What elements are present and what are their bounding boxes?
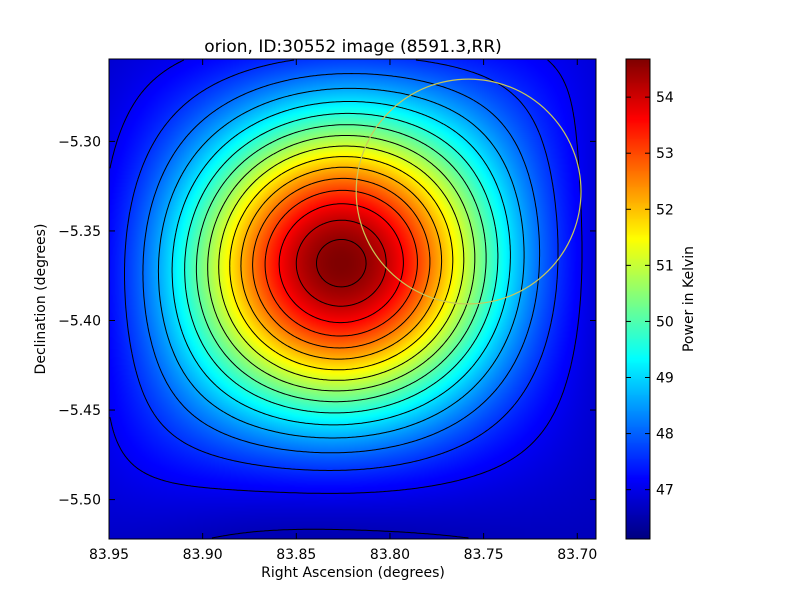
contour-line	[195, 124, 487, 403]
x-tick-label: 83.75	[464, 547, 504, 563]
x-tick-label: 83.95	[89, 547, 129, 563]
y-tick-label: −5.30	[58, 134, 101, 150]
colorbar-ticks: 47 48 49 50 51 52 53 54	[626, 90, 674, 499]
contour-line	[157, 87, 525, 439]
contour-line	[142, 73, 541, 454]
colorbar-tick-label: 48	[656, 427, 674, 443]
contour-line	[124, 59, 559, 471]
contour-line	[252, 177, 431, 349]
x-tick-label: 83.70	[557, 547, 597, 563]
x-tick-label: 83.85	[276, 547, 316, 563]
colorbar-label: Power in Kelvin	[681, 246, 697, 352]
y-axis-label: Declination (degrees)	[33, 224, 49, 375]
colorbar-tick-label: 54	[656, 90, 674, 106]
contour-line	[171, 101, 511, 426]
y-tick-label: −5.45	[58, 403, 101, 419]
colorbar-tick-label: 47	[656, 483, 674, 499]
contour-line	[278, 203, 404, 324]
y-tick-label: −5.35	[58, 224, 101, 240]
contour-line	[207, 135, 476, 392]
colorbar-tick-label: 52	[656, 202, 674, 218]
contour-line	[218, 145, 465, 381]
contour-line	[229, 156, 454, 371]
contour-line	[184, 112, 499, 414]
colorbar-gradient	[626, 59, 650, 539]
x-tick-label: 83.80	[370, 547, 410, 563]
y-axis-ticks: −5.30 −5.35 −5.40 −5.45 −5.50	[58, 134, 596, 509]
contour-line	[211, 528, 469, 539]
y-tick-label: −5.40	[58, 313, 101, 329]
chart-title: orion, ID:30552 image (8591.3,RR)	[204, 37, 502, 57]
plot-frame	[108, 58, 597, 540]
x-tick-label: 83.90	[183, 547, 223, 563]
plot-area: 83.95 83.90 83.85 83.80 83.75 83.70 −5.30−5.3…	[58, 58, 597, 563]
colorbar-tick-label: 49	[656, 371, 674, 387]
heatmap-image	[109, 59, 596, 539]
contour-lines	[109, 59, 583, 539]
contour-line	[109, 59, 583, 494]
contour-line	[240, 166, 443, 360]
x-axis-label: Right Ascension (degrees)	[261, 565, 445, 581]
colorbar-frame	[625, 58, 651, 540]
x-axis-ticks: 83.95 83.90 83.85 83.80 83.75 83.70	[89, 59, 597, 563]
colorbar: 47 48 49 50 51 52 53 54	[625, 58, 674, 540]
contour-line	[264, 189, 418, 337]
colorbar-tick-label: 51	[656, 258, 674, 274]
contour-line	[316, 239, 367, 288]
colorbar-tick-label: 53	[656, 146, 674, 162]
y-tick-label: −5.50	[58, 493, 101, 509]
colorbar-tick-label: 50	[656, 314, 674, 330]
contour-line	[295, 219, 387, 307]
highlight-circle	[355, 78, 582, 305]
